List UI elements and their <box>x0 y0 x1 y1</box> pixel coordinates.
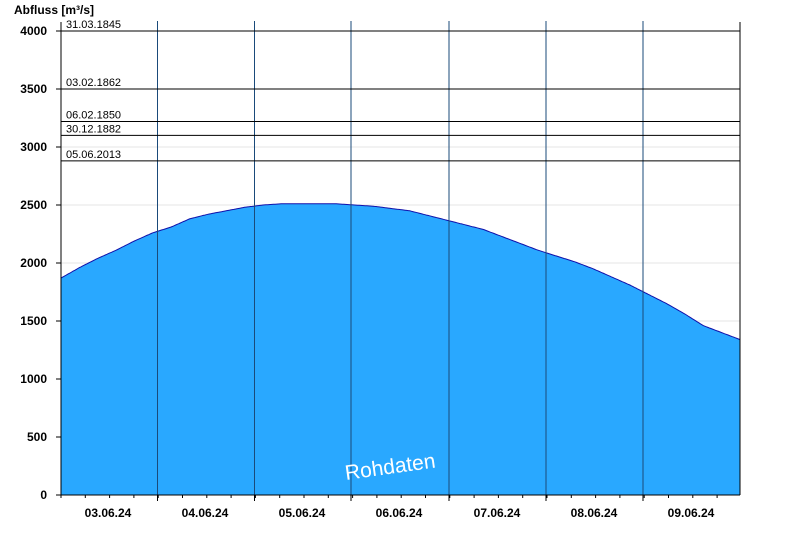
x-tick-label-1: 04.06.24 <box>182 506 229 520</box>
x-tick-label-0: 03.06.24 <box>85 506 132 520</box>
y-tick-label-3500: 3500 <box>20 82 47 96</box>
historic-flood-lines: 31.03.1845 03.02.1862 06.02.1850 30.12.1882… <box>61 19 740 162</box>
discharge-area-fill <box>61 203 740 496</box>
y-axis-ticks: 0 500 1000 1500 2000 2500 3000 3500 4000 <box>20 24 61 502</box>
y-tick-label-2000: 2000 <box>20 256 47 270</box>
ref-label-0: 31.03.1845 <box>66 19 121 31</box>
axes <box>60 22 741 496</box>
discharge-area <box>60 203 741 496</box>
discharge-line <box>60 203 741 341</box>
x-tick-label-6: 09.06.24 <box>668 506 715 520</box>
x-tick-label-5: 08.06.24 <box>571 506 618 520</box>
y-axis-label: Abfluss [m³/s] <box>14 3 94 17</box>
y-tick-label-2500: 2500 <box>20 198 47 212</box>
day-separators <box>157 21 644 495</box>
y-tick-label-3000: 3000 <box>20 140 47 154</box>
x-tick-label-3: 06.06.24 <box>376 506 423 520</box>
y-tick-label-500: 500 <box>27 430 47 444</box>
ref-label-3: 30.12.1882 <box>66 123 121 135</box>
y-tick-label-4000: 4000 <box>20 24 47 38</box>
x-tick-label-4: 07.06.24 <box>474 506 521 520</box>
y-tick-label-1000: 1000 <box>20 372 47 386</box>
y-tick-label-0: 0 <box>40 488 47 502</box>
x-axis-ticks: 03.06.24 04.06.24 05.06.24 06.06.24 07.06.24… <box>60 495 718 520</box>
ref-label-1: 03.02.1862 <box>66 77 121 89</box>
ref-label-2: 06.02.1850 <box>66 109 121 121</box>
x-tick-label-2: 05.06.24 <box>279 506 326 520</box>
ref-label-4: 05.06.2013 <box>66 149 121 161</box>
y-tick-label-1500: 1500 <box>20 314 47 328</box>
